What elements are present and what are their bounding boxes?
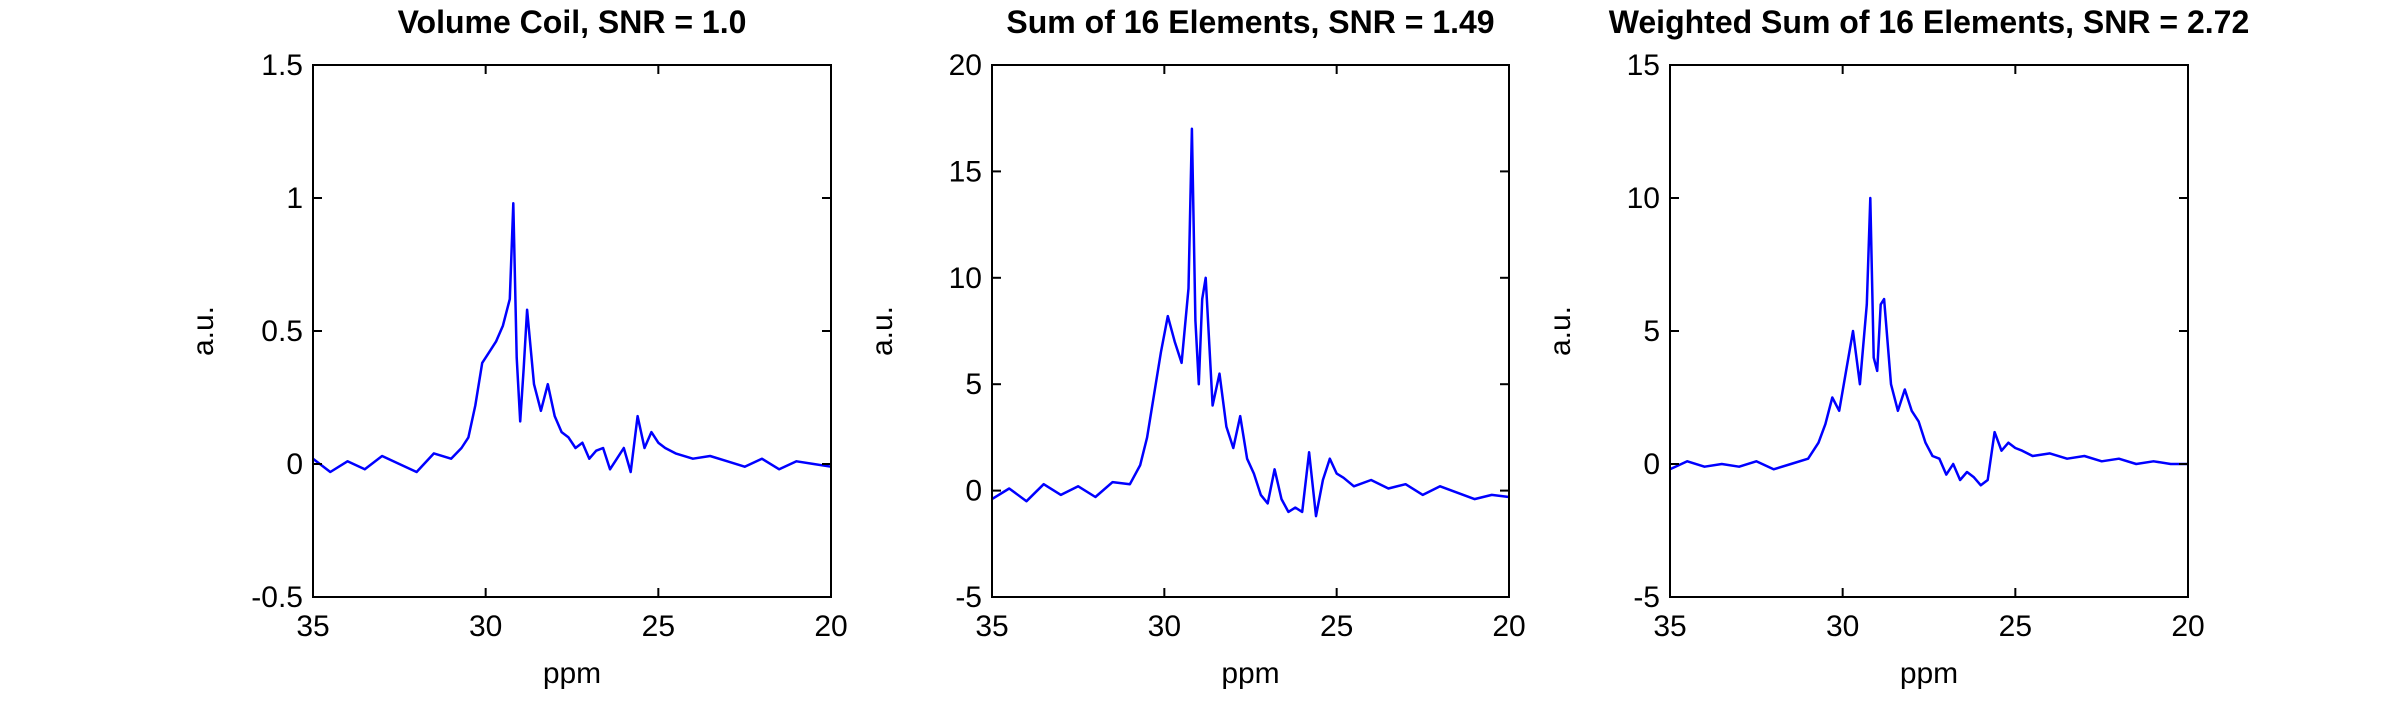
y-tick-label: 15: [949, 155, 982, 188]
chart-panel-3: Weighted Sum of 16 Elements, SNR = 2.72 3…: [1544, 4, 2249, 690]
y-tick-label: 1.5: [261, 49, 303, 82]
x-tick-label: 25: [642, 610, 675, 643]
chart-title: Volume Coil, SNR = 1.0: [398, 4, 747, 40]
y-tick-label: 10: [949, 262, 982, 295]
y-tick-label: 0: [286, 448, 303, 481]
x-tick-label: 35: [1653, 610, 1686, 643]
series-line: [1669, 196, 2188, 487]
y-tick-label: 15: [1627, 49, 1660, 82]
axes-box: [1669, 64, 2189, 598]
axes-box: [991, 64, 1510, 598]
x-tick-label: 30: [1148, 610, 1181, 643]
x-tick-label: 25: [1999, 610, 2032, 643]
y-tick-label: 5: [1643, 315, 1660, 348]
y-tick-label: 0: [965, 475, 982, 508]
x-tick-label: 20: [1492, 610, 1525, 643]
series-line: [312, 202, 832, 474]
chart-title: Weighted Sum of 16 Elements, SNR = 2.72: [1609, 4, 2249, 40]
y-tick-label: -5: [955, 581, 982, 614]
series-line: [991, 127, 1510, 518]
y-tick-label: 5: [965, 368, 982, 401]
x-tick-label: 25: [1320, 610, 1353, 643]
y-tick-label: 1: [286, 182, 303, 215]
x-axis-label: ppm: [1900, 657, 1958, 690]
y-tick-label: 0.5: [261, 315, 303, 348]
x-axis-label: ppm: [543, 657, 601, 690]
y-tick-label: -0.5: [251, 581, 303, 614]
x-tick-label: 30: [1826, 610, 1859, 643]
y-axis-label: a.u.: [187, 306, 220, 356]
y-tick-label: 0: [1643, 448, 1660, 481]
x-axis-label: ppm: [1221, 657, 1279, 690]
x-tick-label: 20: [2171, 610, 2204, 643]
y-tick-label: -5: [1633, 581, 1660, 614]
x-tick-label: 35: [296, 610, 329, 643]
y-axis-label: a.u.: [1544, 306, 1577, 356]
x-tick-label: 20: [814, 610, 847, 643]
chart-panel-2: Sum of 16 Elements, SNR = 1.49 35 30 25 20 -5…: [866, 4, 1526, 690]
x-tick-label: 35: [975, 610, 1008, 643]
y-tick-label: 10: [1627, 182, 1660, 215]
chart-title: Sum of 16 Elements, SNR = 1.49: [1006, 4, 1494, 40]
axes-box: [312, 64, 832, 598]
x-tick-label: 30: [469, 610, 502, 643]
y-tick-label: 20: [949, 49, 982, 82]
y-axis-label: a.u.: [866, 306, 899, 356]
chart-panel-1: Volume Coil, SNR = 1.0 35 30 25 20 -0.5 0 0.5 1 1…: [187, 4, 848, 690]
